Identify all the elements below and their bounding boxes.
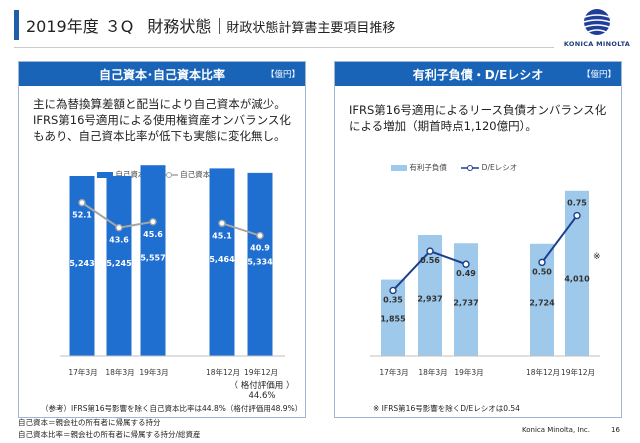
equity-panel-title: 自己資本･自己資本比率 — [98, 68, 225, 82]
line-point — [426, 247, 434, 255]
line-point — [218, 219, 226, 227]
bar-value-label: 2,937 — [417, 295, 442, 304]
equity-panel-header: 自己資本･自己資本比率 【億円】 — [19, 62, 305, 86]
legend-line-swatch — [461, 164, 480, 173]
line-point — [78, 198, 86, 207]
line-value-label: 45.6 — [143, 230, 163, 239]
bar-value-label: 5,557 — [140, 254, 165, 263]
category-label: 18年3月 — [418, 368, 448, 377]
bar-value-label: 5,334 — [247, 257, 273, 266]
line-value-label: 45.1 — [212, 231, 232, 240]
quarter: ３Q — [104, 17, 134, 36]
equity-unit-label: 【億円】 — [265, 70, 300, 80]
category-label: 17年3月 — [379, 368, 409, 377]
page-title: 2019年度 ３Q 財務状態 財政状態計算書主要項目推移 — [26, 13, 395, 37]
legend-bar-swatch — [391, 165, 407, 171]
category-label: 19年12月 — [560, 368, 596, 377]
bar — [106, 175, 132, 356]
de-ratio-note: ※ IFRS第16号影響を除くD/Eレシオは0.54 — [373, 404, 520, 413]
category-label: 17年3月 — [68, 368, 98, 377]
debt-panel-header: 有利子負債・D/Eレシオ 【億円】 — [335, 62, 621, 86]
line-point — [573, 211, 581, 220]
series-line — [541, 214, 578, 263]
line-value-label: 0.49 — [456, 269, 476, 278]
line-value-label: 40.9 — [250, 244, 270, 253]
company-logo: KONICA MINOLTA — [561, 7, 633, 51]
legend-bar-label: 自己資本 — [115, 170, 146, 179]
line-point — [149, 218, 157, 226]
legend-bar-label: 有利子負債 — [409, 163, 447, 172]
logo-text: KONICA MINOLTA — [563, 40, 631, 48]
line-point — [256, 231, 264, 240]
rating-evaluation-label: （ 格付評価用 ） — [229, 381, 295, 391]
legend-bar-swatch — [97, 172, 113, 178]
legend-line-label: D/Eレシオ — [481, 163, 518, 172]
debt-description: IFRS第16号適用によるリース負債オンバランス化 による増加（期首時点1,12… — [349, 102, 614, 134]
footer-definition: 自己資本＝親会社の所有者に帰属する持分 — [18, 418, 161, 427]
debt-legend: 有利子負債 D/Eレシオ — [391, 162, 517, 173]
equity-reference-note: （参考）IFRS第16号影響を除く自己資本比率は44.8%（格付評価用48.9%… — [41, 404, 303, 413]
line-value-label: 43.6 — [109, 236, 129, 245]
equity-description-line: 主に為替換算差額と配当により自己資本が減少。 — [33, 97, 286, 111]
header-divider — [14, 47, 554, 48]
section-title: 財務状態 — [147, 17, 212, 36]
line-value-label: 0.56 — [420, 256, 440, 265]
bar-value-label: 5,245 — [106, 259, 132, 268]
bar-value-label: 5,464 — [209, 255, 235, 264]
bar-value-label: 2,737 — [453, 298, 478, 307]
line-point — [115, 223, 123, 232]
fiscal-year: 2019年度 — [26, 17, 99, 36]
page-number: 16 — [611, 426, 620, 434]
debt-description-line: による増加（期首時点1,120億円）。 — [349, 119, 537, 133]
bar — [140, 165, 166, 356]
debt-panel-title: 有利子負債・D/Eレシオ — [412, 68, 544, 82]
category-label: 19年12月 — [243, 368, 279, 377]
series-line — [221, 222, 261, 237]
rating-evaluation-value: 44.6% — [248, 391, 276, 401]
footer-definition: 自己資本比率＝親会社の所有者に帰属する持分/総資産 — [18, 430, 201, 439]
category-label: 19年3月 — [139, 368, 169, 377]
category-label: 19年3月 — [454, 368, 484, 377]
equity-chart: 5,243 5,245 5,557 5,464 5,334 52.1 43.6 45.6 45.… — [60, 165, 285, 357]
category-label: 18年12月 — [525, 368, 561, 377]
debt-description-line: IFRS第16号適用によるリース負債オンバランス化 — [349, 103, 607, 117]
footer-company: Konica Minolta, Inc. — [522, 426, 590, 434]
bar — [247, 172, 273, 356]
line-value-label: 0.50 — [532, 267, 552, 276]
line-point — [389, 286, 397, 295]
adjustment-asterisk: ※ — [593, 252, 601, 262]
title-separator — [219, 18, 221, 34]
header-accent-bar — [14, 10, 19, 40]
page-subtitle: 財政状態計算書主要項目推移 — [226, 21, 396, 36]
line-value-label: 52.1 — [72, 211, 92, 220]
bar-value-label: 4,010 — [564, 275, 590, 284]
bar — [209, 168, 235, 356]
equity-description: 主に為替換算差額と配当により自己資本が減少。 IFRS第16号適用による使用権資… — [33, 96, 298, 144]
category-label: 18年3月 — [105, 368, 135, 377]
equity-description-line: IFRS第16号適用による使用権資産オンバランス化 — [33, 113, 291, 127]
legend-line-label: 自己資本比率 — [180, 170, 226, 179]
category-label: 18年12月 — [205, 368, 241, 377]
line-value-label: 0.35 — [383, 295, 403, 304]
line-value-label: 0.75 — [567, 199, 587, 208]
line-point — [462, 260, 470, 268]
line-point — [538, 258, 546, 267]
debt-unit-label: 【億円】 — [581, 70, 616, 80]
bar-value-label: 1,855 — [380, 315, 406, 324]
equity-description-line: もあり、自己資本比率が低下も実態に変化無し。 — [33, 129, 286, 143]
rating-evaluation-note: （ 格付評価用 ） 44.6% — [229, 379, 295, 401]
bar-value-label: 2,724 — [529, 298, 555, 307]
bar — [418, 234, 442, 356]
debt-chart: 1,855 2,937 2,737 2,724 4,010 0.35 0.56 0.49 0.5… — [370, 190, 600, 357]
konica-minolta-globe-icon — [583, 9, 611, 35]
bar-value-label: 5,243 — [69, 259, 94, 268]
